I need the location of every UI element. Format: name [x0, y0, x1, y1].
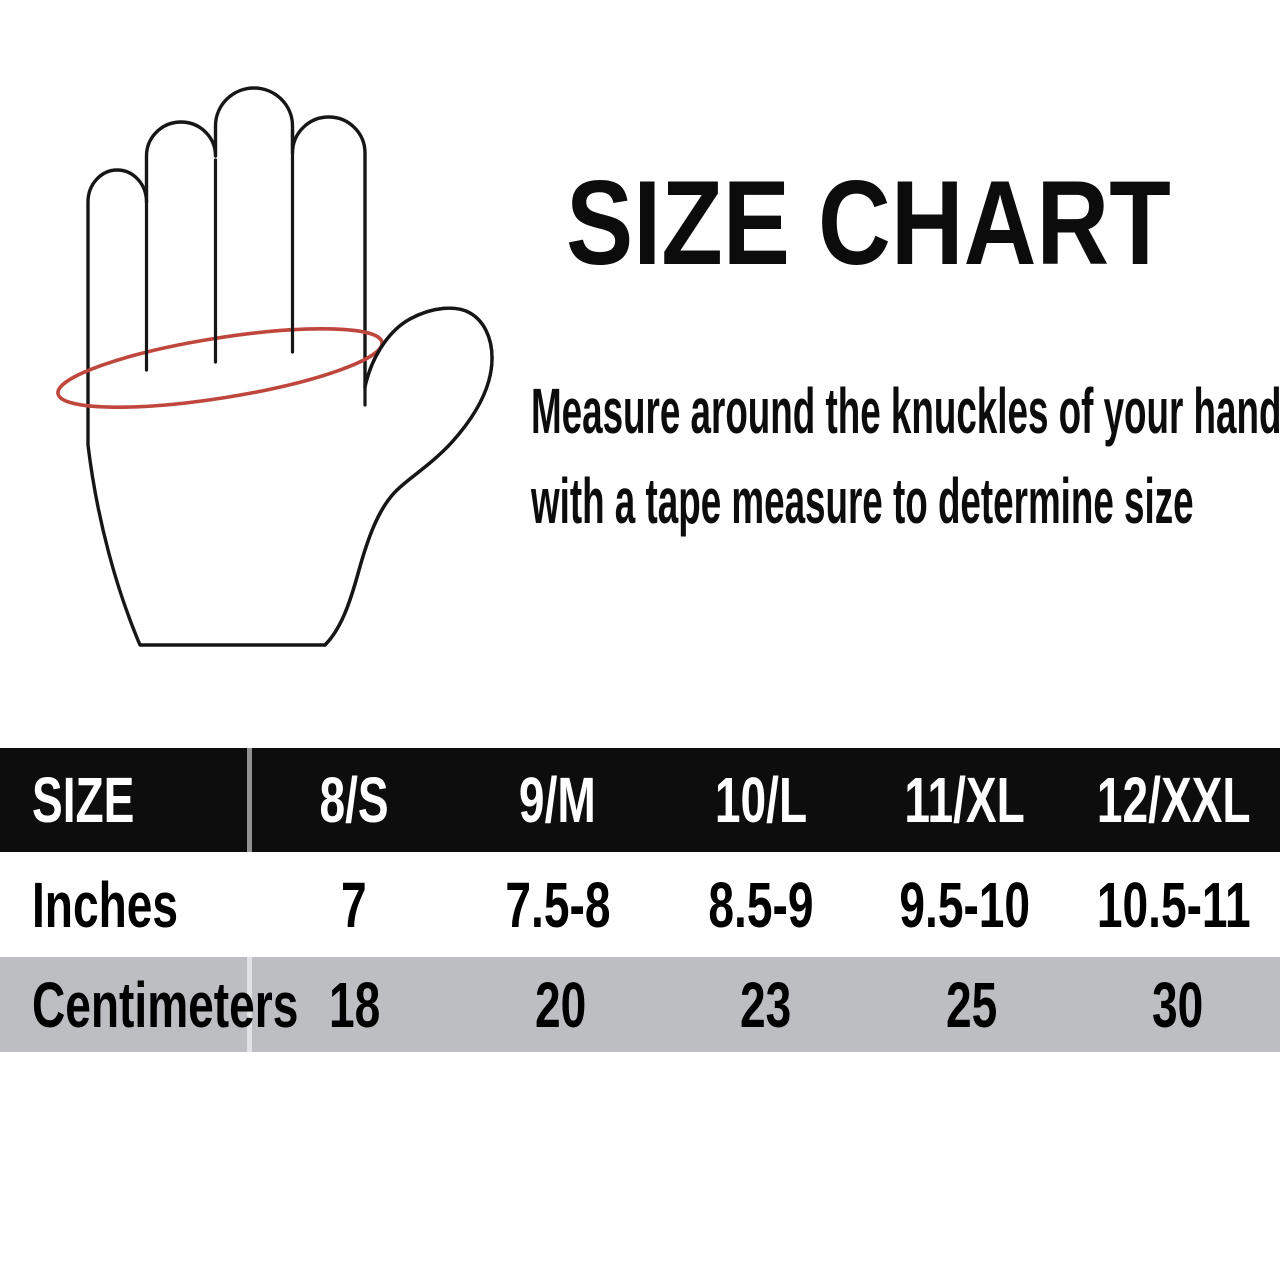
cm-value-12xxl: 30 — [1151, 968, 1203, 1041]
thumb-outline — [323, 306, 494, 647]
cm-value-8s: 18 — [329, 968, 381, 1041]
inches-value-8s: 7 — [340, 868, 367, 941]
header-cell-10l: 10/L — [714, 764, 808, 836]
header-cell-11xl: 11/XL — [904, 764, 1025, 836]
header-cell-size: SIZE — [0, 748, 252, 852]
finger-separator-lines — [144, 128, 367, 407]
hand-measure-illustration — [0, 0, 540, 700]
header-cell-8s: 8/S — [319, 764, 389, 836]
header-cell-12xxl: 12/XXL — [1096, 764, 1251, 836]
instruction-line-2: with a tape measure to determine size — [531, 465, 1194, 537]
table-row-inches: Inches 7 7.5-8 8.5-9 9.5-10 10.5-11 — [0, 852, 1280, 957]
cm-value-9m: 20 — [534, 968, 587, 1041]
header-cell-9m: 9/M — [519, 764, 596, 836]
hand-outline-icon — [56, 86, 494, 647]
table-row-centimeters: Centimeters 18 20 23 25 30 — [0, 957, 1280, 1052]
inches-value-9m: 7.5-8 — [504, 868, 610, 941]
inches-value-10l: 8.5-9 — [708, 868, 814, 941]
row-label-inches: Inches — [0, 852, 252, 957]
inches-value-12xxl: 10.5-11 — [1096, 868, 1251, 941]
inches-value-11xl: 9.5-10 — [899, 868, 1031, 941]
instruction-line-1: Measure around the knuckles of your hand — [531, 375, 1280, 447]
size-table-header-row: SIZE 8/S 9/M 10/L 11/XL 12/XXL — [0, 748, 1280, 852]
row-label-centimeters: Centimeters — [0, 957, 298, 1052]
cm-value-11xl: 25 — [945, 968, 998, 1041]
cm-value-10l: 23 — [740, 968, 792, 1041]
thumb-overlay — [365, 308, 492, 492]
measure-instructions: Measure around the knuckles of your hand… — [531, 366, 1280, 546]
page-title: SIZE CHART — [566, 156, 1171, 290]
size-table: SIZE 8/S 9/M 10/L 11/XL 12/XXL Inches — [0, 748, 1280, 1052]
